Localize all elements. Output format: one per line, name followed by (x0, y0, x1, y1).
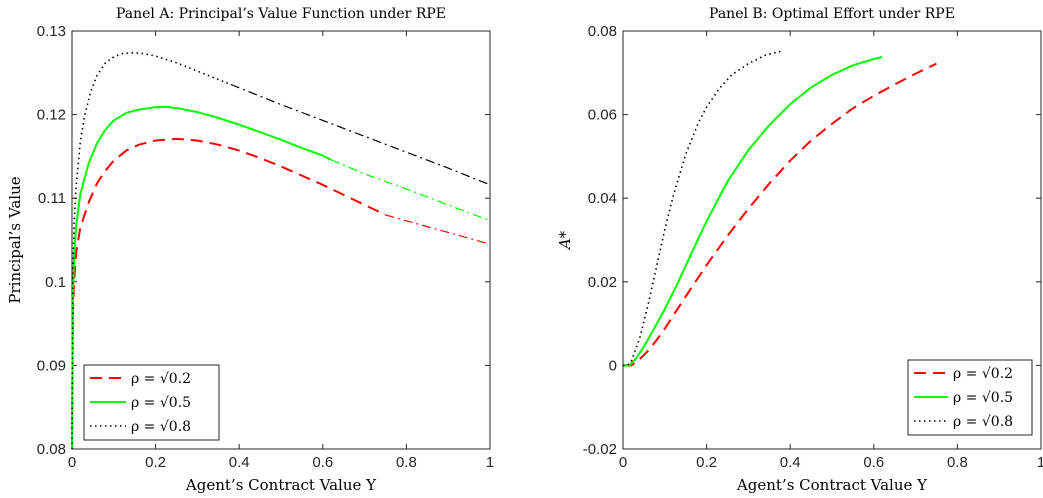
y-tick-label-2: 0 (609, 357, 617, 374)
panel-b-xlabel: Agent’s Contract Value Y (736, 476, 928, 494)
y-tick-label-1: -0.02 (583, 441, 617, 458)
panel-a-legend: ρ = √0.2 ρ = √0.5 ρ = √0.8 (83, 364, 220, 441)
x-tick-label-1: 0 (619, 454, 627, 471)
series-line-3-solid (71, 106, 332, 450)
x-tick-label-1: 0 (68, 454, 76, 471)
x-tick-label-2: 0.2 (145, 454, 166, 471)
panel-b-axes-frame (622, 30, 1042, 450)
series-line-1-dashed (623, 62, 937, 367)
x-tick-label-2: 0.2 (696, 454, 717, 471)
panel-b-legend-label-1: ρ = √0.2 (953, 366, 1013, 382)
y-tick-label-1: 0.08 (37, 441, 66, 458)
x-tick-label-4: 0.6 (863, 454, 884, 471)
panel-a-ticks: 0 0.2 0.4 0.6 0.8 1 0.08 0.09 0.1 0.11 0.12 0.13 (37, 23, 494, 471)
x-tick-label-4: 0.6 (312, 454, 333, 471)
panel-a-legend-entry-2: ρ = √0.5 (90, 395, 191, 411)
panel-b-legend-entry-1: ρ = √0.2 (914, 366, 1013, 382)
panel-b-lines (623, 50, 937, 367)
y-tick-label-6: 0.13 (37, 23, 66, 40)
x-tick-label-5: 0.8 (947, 454, 968, 471)
y-tick-label-3: 0.02 (588, 274, 617, 291)
x-tick-label-3: 0.4 (780, 454, 801, 471)
y-tick-label-5: 0.12 (37, 107, 66, 124)
series-line-4-dashdot (330, 159, 491, 222)
panel-a-axes-frame (71, 30, 491, 450)
y-tick-label-6: 0.08 (588, 23, 617, 40)
y-tick-label-5: 0.06 (588, 107, 617, 124)
y-tick-label-3: 0.1 (45, 274, 66, 291)
panel-b-legend-label-2: ρ = √0.5 (953, 390, 1013, 406)
panel-a: Panel A: Principal’s Value Function unde… (6, 6, 494, 494)
y-tick-label-4: 0.11 (38, 190, 66, 207)
x-tick-label-6: 1 (1037, 454, 1043, 471)
x-tick-label-5: 0.8 (396, 454, 417, 471)
x-tick-label-6: 1 (486, 454, 494, 471)
y-tick-label-4: 0.04 (588, 190, 617, 207)
panel-b-legend-entry-3: ρ = √0.8 (914, 414, 1013, 430)
panel-a-ylabel: Principal’s Value (6, 176, 24, 303)
x-tick-label-3: 0.4 (229, 454, 250, 471)
panel-a-legend-label-2: ρ = √0.5 (131, 395, 191, 411)
series-line-1-dashed (71, 137, 386, 450)
series-line-3-dotted (623, 50, 783, 367)
panel-b-title: Panel B: Optimal Effort under RPE (709, 6, 955, 22)
panel-a-legend-entry-3: ρ = √0.8 (90, 419, 191, 435)
panel-b: Panel B: Optimal Effort under RPE 0 0.2 0.… (556, 6, 1043, 494)
panel-a-xlabel: Agent’s Contract Value Y (185, 476, 377, 494)
panel-b-ylabel: A* (556, 230, 574, 251)
panel-b-legend-label-3: ρ = √0.8 (953, 414, 1013, 430)
panel-a-title: Panel A: Principal’s Value Function unde… (116, 6, 446, 22)
series-line-2-solid (623, 55, 883, 367)
y-tick-label-2: 0.09 (37, 357, 66, 374)
panel-b-legend-entry-2: ρ = √0.5 (914, 390, 1013, 406)
panel-a-lines (71, 51, 491, 450)
series-line-2-dashdot (385, 214, 491, 245)
panel-a-legend-entry-1: ρ = √0.2 (90, 371, 191, 387)
series-line-5-dotted (71, 51, 232, 450)
series-line-6-dashdot (230, 83, 491, 186)
panel-a-legend-label-1: ρ = √0.2 (131, 371, 191, 387)
panel-a-legend-label-3: ρ = √0.8 (131, 419, 191, 435)
panel-b-legend: ρ = √0.2 ρ = √0.5 ρ = √0.8 (907, 359, 1033, 436)
